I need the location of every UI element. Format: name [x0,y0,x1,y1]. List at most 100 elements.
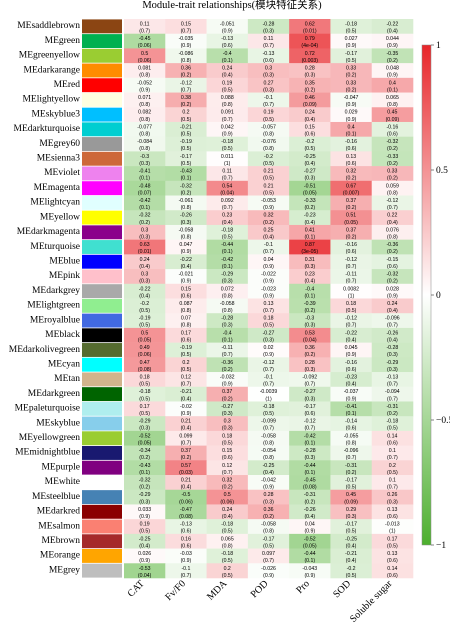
module-row: MEmidnightblue -0.34(0.2)0.37(0.2)0.15(0.… [15,445,414,461]
heatmap-cell [330,504,373,520]
heatmap-cell [247,33,290,49]
cell-p-value: (0.1) [139,205,150,211]
cell-correlation: -0.29 [139,419,151,425]
cell-correlation: -0.21 [180,389,192,395]
cell-p-value: (0.5) [139,411,150,417]
cell-correlation: -0.27 [263,330,275,336]
cell-p-value: (0.8) [222,543,233,549]
module-label: MEgreenyellow [19,51,80,61]
cell-correlation: -0.058 [220,301,235,307]
heatmap-cell [165,460,207,476]
trait-label: Soluble sugar [348,578,395,624]
cell-correlation: -0.18 [263,404,275,410]
heatmap-cell [124,269,166,285]
cell-p-value: (0.7) [181,440,192,446]
cell-correlation: -0.25 [345,536,357,542]
heatmap-cell [289,298,331,314]
heatmap-cell [124,475,166,491]
heatmap-cell [247,48,290,64]
cell-correlation: -0.076 [261,139,276,145]
module-label: MEtan [54,374,80,384]
cell-correlation: -0.29 [139,492,151,498]
cell-p-value: (0.7) [222,117,233,123]
cell-correlation: 0.19 [140,522,150,528]
cell-p-value: (0.1) [222,249,233,255]
heatmap-rows: MEsaddlebrown 0.11(0.7)0.15(0.7)-0.051(0.… [9,19,414,579]
cell-correlation: -0.057 [261,124,276,130]
heatmap-cell [247,563,290,579]
heatmap-cell [371,63,414,79]
cell-correlation: 0.099 [179,433,192,439]
cell-correlation: -0.31 [304,492,316,498]
cell-correlation: 0.059 [386,183,399,189]
module-label: MEgreen [45,36,81,46]
heatmap-cell [289,401,331,417]
cell-p-value: (0.3) [304,455,315,461]
module-color-swatch [82,328,122,343]
heatmap-cell [124,445,166,461]
cell-p-value: (0.9) [346,396,357,402]
module-label: MEskyblue [36,418,80,428]
heatmap-cell [206,195,249,211]
module-label: MEmagenta [34,183,81,193]
cell-correlation: -0.052 [137,80,152,86]
cell-p-value: (0.4) [387,308,398,314]
cell-p-value: (0.9) [263,352,274,358]
cell-p-value: (0.9) [181,279,192,285]
cell-p-value: (0.1) [222,58,233,64]
trait-label: Fv/F0 [163,578,188,603]
cell-correlation: -0.055 [344,433,359,439]
heatmap-cell [124,519,166,535]
cell-correlation: -0.058 [179,227,194,233]
cell-correlation: 0.37 [222,389,232,395]
cell-p-value: (0.5) [222,234,233,240]
heatmap-cell [124,460,166,476]
module-label: MEdarkturquoise [14,124,81,134]
cell-correlation: 0.5 [141,330,148,336]
heatmap-cell [124,372,166,388]
cell-p-value: (0.07) [138,190,152,196]
cell-correlation: 0.23 [305,272,315,278]
heatmap-cell [206,33,249,49]
cell-p-value: (0.08) [138,367,152,373]
heatmap-cell [330,386,373,402]
cell-correlation: 0.033 [138,507,151,513]
heatmap-cell [165,33,207,49]
cell-p-value: (0.8) [181,323,192,329]
module-label: MEsaddlebrown [17,21,80,31]
cell-correlation: -0.52 [139,433,151,439]
heatmap-cell [165,107,207,123]
cell-p-value: (0.3) [139,234,150,240]
cell-correlation: -0.047 [344,95,359,101]
cell-p-value: (0.3) [139,279,150,285]
cell-p-value: (0.05) [344,220,358,226]
heatmap-cell [206,372,249,388]
cell-p-value: (0.06) [138,352,152,358]
heatmap-cell [330,548,373,564]
cell-correlation: -0.45 [304,477,316,483]
cell-correlation: -0.2 [140,301,149,307]
heatmap-cell [165,180,207,196]
module-label: MEdarkolivegreen [9,345,80,355]
cell-p-value: (0.8) [222,308,233,314]
cell-correlation: -0.19 [139,316,151,322]
cell-p-value: (0.5) [346,29,357,35]
cell-p-value: (0.4) [181,396,192,402]
heatmap-cell [247,519,290,535]
cell-p-value: (0.7) [222,352,233,358]
cell-p-value: (0.2) [346,73,357,79]
heatmap-cell [247,136,290,152]
heatmap-cell [371,386,414,402]
heatmap-cell [124,210,166,226]
cell-correlation: -0.5 [181,492,190,498]
heatmap-cell [165,48,207,64]
cell-p-value: (0.6) [387,573,398,579]
heatmap-cell [247,224,290,240]
module-color-swatch [82,19,122,34]
cell-correlation: 0.19 [263,110,273,116]
module-label: MEcyan [48,359,80,369]
heatmap-cell [289,283,331,299]
cell-p-value: (0.9) [346,43,357,49]
cell-p-value: (0.7) [263,249,274,255]
heatmap-cell [247,327,290,343]
